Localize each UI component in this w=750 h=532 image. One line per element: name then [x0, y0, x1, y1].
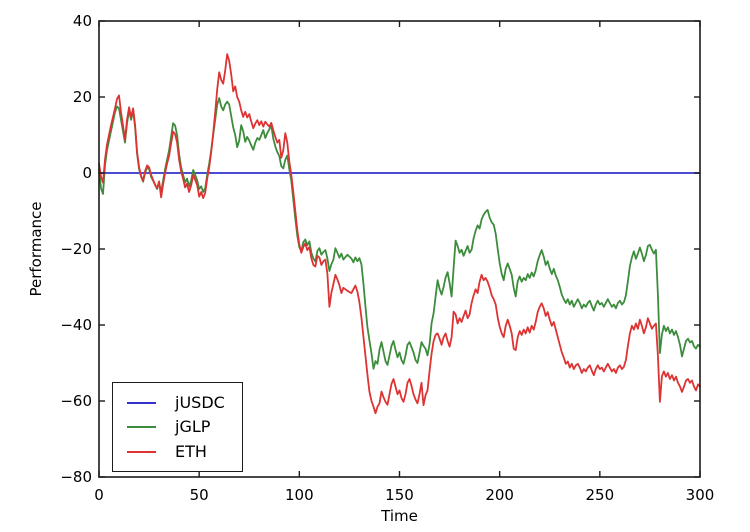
x-axis-title: Time [381, 507, 418, 525]
y-tick-label: 40 [73, 12, 92, 30]
y-tick-label: −20 [60, 240, 92, 258]
series-line-ETH [98, 53, 701, 415]
y-tick-label: −40 [60, 316, 92, 334]
legend-entry-jUSDC: jUSDC [113, 392, 242, 412]
legend-label: jUSDC [175, 392, 225, 412]
legend-line-sample [127, 450, 156, 453]
x-tick-label: 100 [285, 486, 314, 504]
x-tick-label: 150 [385, 486, 414, 504]
y-tick-label: −80 [60, 468, 92, 486]
legend-entry-ETH: ETH [113, 441, 242, 461]
x-tick-label: 250 [586, 486, 615, 504]
legend-line-sample [127, 401, 156, 404]
x-tick-label: 50 [190, 486, 209, 504]
x-tick-label: 300 [686, 486, 715, 504]
legend-line-sample [127, 426, 156, 428]
x-tick-label: 0 [94, 486, 104, 504]
legend-label: jGLP [175, 417, 211, 436]
series-line-jGLP [98, 97, 701, 370]
y-tick-label: 0 [82, 164, 92, 182]
legend-entry-jGLP: jGLP [113, 419, 242, 435]
legend-box: jUSDC jGLP ETH [112, 382, 243, 472]
y-tick-label: −60 [60, 392, 92, 410]
legend-label: ETH [175, 441, 207, 461]
y-axis-title: Performance [27, 201, 45, 297]
x-tick-label: 200 [485, 486, 514, 504]
y-tick-label: 20 [73, 88, 92, 106]
